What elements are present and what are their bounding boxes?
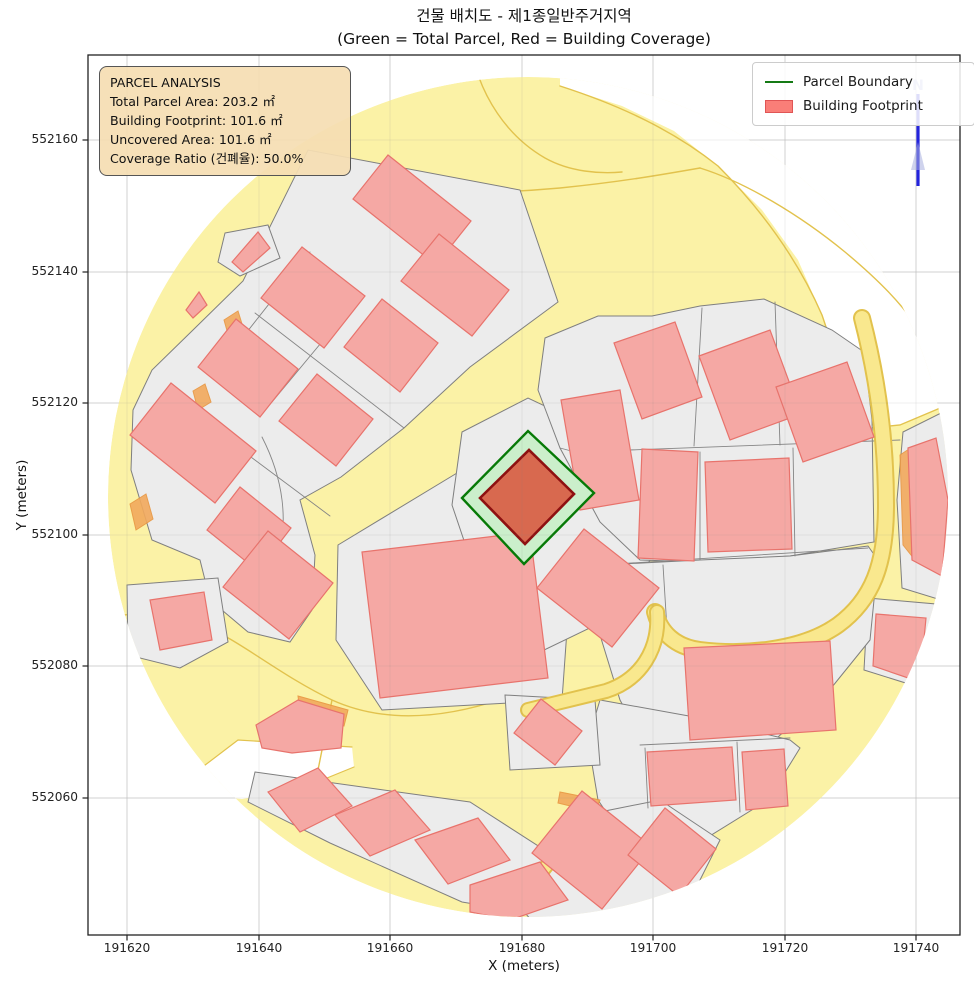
north-arrow-head [911, 142, 925, 170]
map-layers [108, 77, 948, 917]
building [231, 231, 271, 273]
orange-sliver [129, 493, 154, 531]
grid-overlay [88, 55, 960, 935]
building [185, 290, 208, 319]
red-patch-swatch-icon [765, 99, 793, 113]
building [278, 373, 374, 467]
road-band [522, 606, 664, 716]
building [469, 861, 569, 917]
building [260, 246, 366, 349]
building [613, 321, 703, 420]
info-line: Building Footprint: 101.6 ㎡ [110, 113, 283, 128]
building [267, 767, 353, 833]
orange-sliver [869, 741, 913, 773]
building [646, 746, 737, 807]
legend-label: Building Footprint [803, 98, 923, 114]
building [361, 531, 549, 699]
y-tick-label: 552080 [31, 658, 78, 672]
info-line: Uncovered Area: 101.6 ㎡ [110, 132, 272, 147]
title-line-1: 건물 배치도 - 제1종일반주거지역 [416, 7, 632, 25]
info-line: PARCEL ANALYSIS [110, 75, 221, 90]
legend: Parcel Boundary Building Footprint [752, 62, 974, 126]
building [683, 640, 837, 741]
street [644, 747, 649, 809]
x-tick-label: 191660 [366, 941, 414, 955]
y-tick-label: 552100 [31, 527, 78, 541]
x-tick-label: 191620 [103, 941, 151, 955]
y-tick-label: 552160 [31, 132, 78, 146]
open-notch-sw [196, 740, 354, 799]
green-line-swatch-icon [765, 81, 793, 83]
x-tick-label: 191700 [629, 941, 677, 955]
street [736, 741, 741, 813]
building [343, 298, 439, 393]
y-tick-label: 552140 [31, 264, 78, 278]
building [536, 528, 660, 648]
y-tick-label: 552120 [31, 395, 78, 409]
building [513, 698, 583, 766]
x-tick-label: 191720 [761, 941, 809, 955]
parcel-analysis-box: PARCEL ANALYSIS Total Parcel Area: 203.2… [99, 66, 351, 176]
x-tick-label: 191680 [498, 941, 546, 955]
building [775, 361, 875, 463]
chart-title: 건물 배치도 - 제1종일반주거지역 (Green = Total Parcel… [88, 5, 960, 51]
street [254, 312, 405, 429]
building [414, 817, 511, 885]
building [334, 789, 431, 857]
x-axis-label: X (meters) [488, 958, 560, 974]
legend-item-parcel-boundary: Parcel Boundary [765, 70, 974, 94]
street [639, 737, 791, 746]
building [704, 457, 793, 553]
street [599, 547, 869, 566]
road-line [699, 167, 913, 321]
building-footprint-highlight [478, 448, 576, 546]
building [222, 530, 334, 640]
plot-frame [87, 54, 961, 936]
road-line [472, 77, 623, 174]
building [149, 591, 213, 651]
y-tick-label: 552060 [31, 790, 78, 804]
building [531, 790, 653, 910]
building [741, 748, 789, 811]
x-tick-label: 191640 [235, 941, 283, 955]
info-line: Total Parcel Area: 203.2 ㎡ [110, 94, 276, 109]
x-tick-label: 191740 [892, 941, 940, 955]
building [637, 448, 699, 562]
street [792, 447, 796, 557]
building [400, 233, 510, 337]
building [197, 318, 299, 418]
info-line: Coverage Ratio (건폐율): 50.0% [110, 151, 304, 166]
legend-item-building-footprint: Building Footprint [765, 94, 974, 118]
title-line-2: (Green = Total Parcel, Red = Building Co… [337, 30, 711, 48]
building [907, 437, 948, 577]
legend-label: Parcel Boundary [803, 74, 913, 90]
building [129, 382, 257, 504]
street [693, 307, 703, 447]
building [255, 699, 345, 754]
